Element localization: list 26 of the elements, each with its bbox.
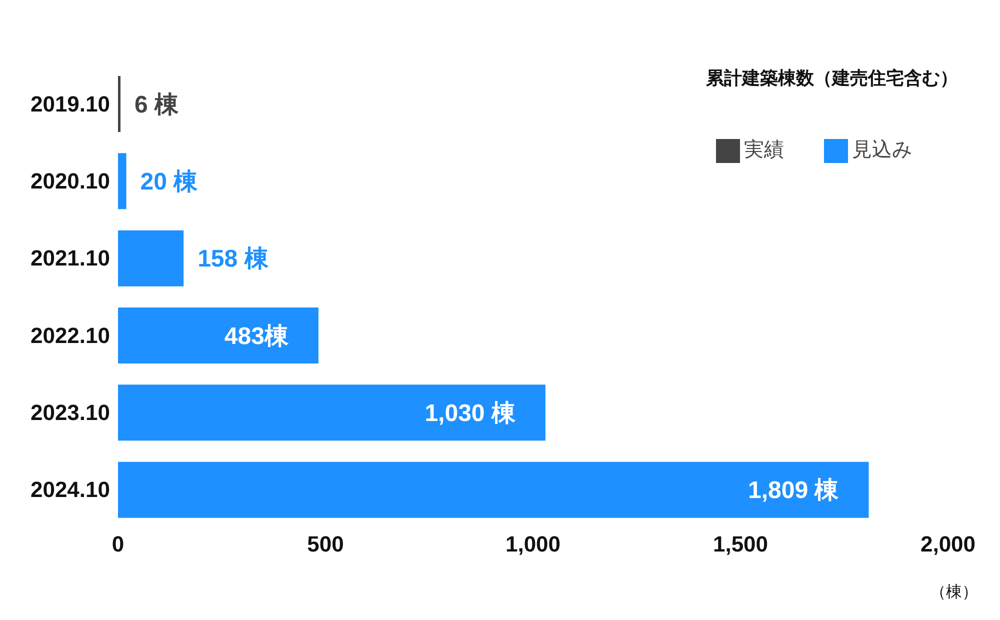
x-tick-label: 1,500 [712, 532, 768, 557]
y-tick-label: 2022.10 [30, 322, 110, 348]
data-label: 1,809 棟 [748, 477, 840, 504]
chart-title: 累計建築棟数（建売住宅含む） [706, 67, 958, 90]
x-tick-label: 1,000 [505, 532, 561, 557]
data-label: 6 棟 [134, 91, 180, 118]
data-label: 483棟 [224, 322, 290, 350]
bar [118, 230, 184, 286]
bar [118, 308, 318, 364]
x-tick-label: 2,000 [920, 532, 976, 557]
legend-label: 見込み [852, 139, 912, 161]
data-label: 158 棟 [198, 246, 270, 273]
data-label: 1,030 棟 [424, 400, 516, 428]
y-tick-label: 2021.10 [30, 246, 110, 271]
y-tick-label: 2019.10 [30, 91, 110, 116]
x-axis-title: （棟） [930, 582, 978, 603]
y-tick-label: 2024.10 [30, 477, 110, 502]
legend-label: 実績 [744, 139, 784, 161]
y-tick-label: 2023.10 [30, 400, 110, 426]
bar [118, 462, 869, 518]
data-label: 20 棟 [140, 168, 199, 196]
y-tick-label: 2020.10 [30, 168, 110, 194]
bar [118, 153, 126, 210]
x-tick-label: 0 [112, 532, 124, 557]
bar [118, 384, 546, 441]
x-tick-label: 500 [307, 532, 344, 557]
